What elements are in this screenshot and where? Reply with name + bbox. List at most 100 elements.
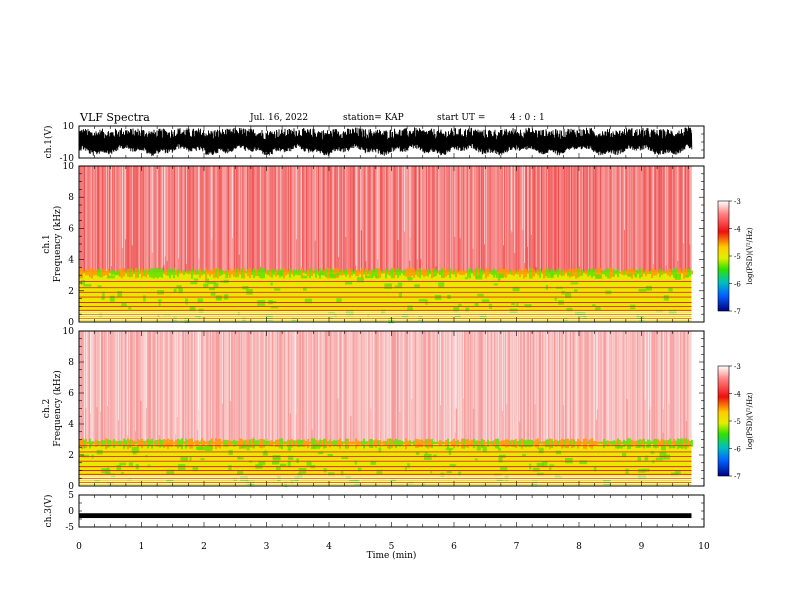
ch2-stripe	[578, 331, 580, 443]
x-tick-label: 10	[698, 542, 710, 552]
ch2-stripe	[613, 331, 615, 443]
ch2-stripe	[537, 331, 539, 443]
ch2-stripe	[161, 331, 163, 443]
ch2-band-edge	[217, 439, 219, 448]
ch1-stripe	[430, 166, 432, 273]
ch1-band-edge	[123, 269, 125, 277]
ch2-green-patch	[376, 469, 383, 474]
ch2-stripe	[376, 331, 378, 443]
ch1-streak	[635, 166, 637, 271]
ch2-stripe	[531, 331, 533, 443]
ch1-band-edge	[183, 270, 185, 276]
ch2-stripe	[393, 331, 395, 443]
ch1-stripe	[299, 166, 301, 273]
ch2-stripe	[509, 331, 511, 443]
ch1-stripe	[556, 166, 558, 273]
ch1-band-edge	[285, 269, 287, 276]
ch1-stripe	[232, 166, 234, 273]
ch1-streak	[166, 166, 168, 262]
ch1-streak	[123, 166, 125, 269]
ch1-streak	[524, 166, 525, 263]
ch2-streak	[547, 331, 548, 439]
ch2-stripe	[365, 331, 367, 443]
ch1-stripe	[473, 166, 475, 273]
ch2-stripe	[479, 331, 481, 443]
ch1-band-edge	[315, 268, 317, 278]
ch1-streak	[397, 166, 399, 241]
ch2-band-edge	[235, 440, 237, 446]
ch1-streak	[338, 166, 339, 258]
ch1-band-edge	[405, 269, 407, 277]
ch2-stripe	[501, 331, 503, 443]
ch1-green-patch	[566, 307, 573, 312]
ch1-band-edge	[643, 270, 645, 274]
ch2-band-edge	[155, 440, 157, 447]
ch2-band-edge	[647, 439, 649, 448]
ch2-stripe	[317, 331, 319, 443]
ch1-stripe	[449, 166, 451, 273]
ch2-stripe	[687, 331, 689, 443]
ch1-stripe	[136, 166, 138, 273]
ch1-stripe	[115, 166, 117, 273]
ch2-stripe	[673, 331, 675, 443]
ch1-stripe	[257, 166, 259, 273]
ch1-stripe	[543, 166, 545, 273]
ch2-stripe	[170, 331, 172, 443]
ch1-band-edge	[175, 270, 177, 276]
ch2-green-patch	[425, 451, 428, 455]
ch2-band-edge	[663, 440, 665, 447]
ch1-band-edge	[265, 270, 267, 275]
ch1-stripe	[512, 166, 514, 273]
ch2-band-edge	[167, 438, 169, 449]
ch2-band-edge	[629, 438, 631, 449]
ch1-stripe	[369, 166, 371, 273]
ch1-green-patch	[495, 273, 501, 278]
ch2-ylabel-freq: Frequency (kHz)	[52, 370, 63, 447]
ch2-stripe	[316, 331, 318, 443]
ch1-band-edge	[227, 270, 229, 275]
ch2-ytick-label: 8	[68, 358, 74, 368]
ch2-green-patch	[276, 466, 281, 471]
ch1-band-edge	[629, 268, 631, 277]
ch1-stripe	[457, 166, 459, 273]
ch1-stripe	[241, 166, 243, 273]
ch2-band-edge	[365, 441, 367, 445]
ch1-band-edge	[93, 269, 95, 276]
ch2-green-patch	[635, 445, 640, 448]
ch2-band-edge	[575, 441, 577, 445]
ch1-band-edge	[159, 268, 161, 277]
ch2-band-edge	[595, 441, 597, 445]
ch1-stripe	[664, 166, 666, 273]
ch2-band-edge	[189, 438, 191, 449]
ch2-band-edge	[107, 439, 109, 448]
ch2-stripe	[214, 331, 216, 443]
ch2-band-edge	[505, 439, 507, 448]
ch2-stripe	[541, 331, 543, 443]
ch1-green-patch	[102, 291, 105, 298]
ch2-stripe	[394, 331, 396, 443]
ch1-stripe	[109, 166, 111, 273]
ch1-stripe	[195, 166, 197, 273]
ch2-stripe	[159, 331, 161, 443]
ch1-stripe	[103, 166, 105, 273]
ch2-band-edge	[537, 438, 539, 449]
ch1-band-edge	[87, 269, 89, 276]
x-tick-label: 5	[389, 542, 395, 552]
ch1-band-edge	[651, 268, 653, 278]
ch1-band-edge	[455, 268, 457, 278]
ch1-stripe	[182, 166, 184, 273]
ch2-green-patch	[205, 446, 213, 451]
ch1-band-edge	[637, 270, 639, 275]
ch1-band-edge	[603, 270, 605, 275]
ch2-stripe	[398, 331, 400, 443]
ch1-green-patch	[407, 277, 413, 281]
ch1-stripe	[203, 166, 205, 273]
ch1-stripe	[351, 166, 353, 273]
ch2-stripe	[675, 331, 677, 443]
ch2-band-edge	[573, 439, 575, 448]
ch2-band-edge	[423, 441, 425, 445]
ch1-stripe	[275, 166, 277, 273]
ch1-stripe	[597, 166, 599, 273]
ch2-stripe	[373, 331, 375, 443]
ch2-ytick-label: 4	[68, 420, 74, 430]
